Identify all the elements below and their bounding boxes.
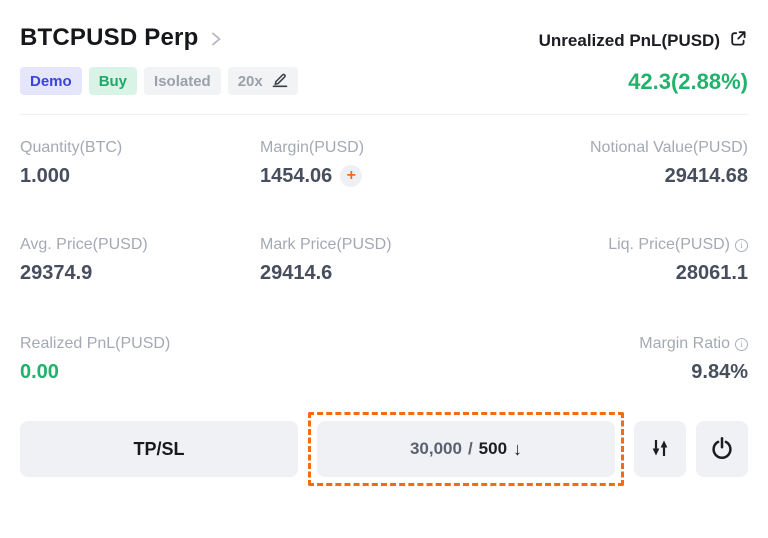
margin-value: 1454.06 — [260, 165, 333, 187]
realized-pnl-cell: Realized PnL(PUSD) 0.00 — [20, 334, 260, 385]
symbol-link[interactable]: BTCPUSD Perp — [20, 24, 298, 52]
tpsl-button[interactable]: TP/SL — [20, 421, 298, 477]
mark-price-label: Mark Price(PUSD) — [260, 236, 392, 253]
empty-cell — [260, 334, 639, 385]
header-left: BTCPUSD Perp Demo Buy Isolated 20x — [20, 24, 298, 95]
divider — [20, 114, 748, 115]
avg-price-cell: Avg. Price(PUSD) 29374.9 — [20, 235, 260, 286]
mark-price-value: 29414.6 — [260, 262, 333, 284]
unrealized-pnl-value: 42.3(2.88%) — [628, 69, 748, 94]
chevron-right-icon — [208, 31, 223, 47]
share-export-icon[interactable] — [729, 29, 748, 53]
margin-label: Margin(PUSD) — [260, 139, 365, 156]
badge-row: Demo Buy Isolated 20x — [20, 67, 298, 95]
mark-price-cell: Mark Price(PUSD) 29414.6 — [260, 235, 608, 286]
pnl-label-row: Unrealized PnL(PUSD) — [539, 29, 748, 53]
demo-badge: Demo — [20, 67, 82, 95]
side-badge: Buy — [88, 67, 138, 95]
liq-price-label-row: Liq. Price(PUSD) i — [608, 235, 748, 255]
highlight-annotation-box: 30,000 / 500 ↓ — [308, 412, 624, 486]
margin-value-row: 1454.06 + — [260, 163, 590, 189]
liq-price-value: 28061.1 — [675, 262, 748, 284]
margin-ratio-value: 9.84% — [691, 361, 748, 383]
notional-value: 29414.68 — [664, 165, 748, 187]
swap-arrows-icon — [648, 436, 672, 463]
reverse-position-button[interactable] — [634, 421, 686, 477]
unrealized-pnl-label: Unrealized PnL(PUSD) — [538, 31, 720, 50]
power-icon — [709, 435, 735, 464]
leverage-value: 20x — [237, 72, 263, 90]
quantity-value: 1.000 — [20, 165, 71, 187]
liq-price-cell: Liq. Price(PUSD) i 28061.1 — [608, 235, 748, 286]
realized-pnl-label: Realized PnL(PUSD) — [20, 335, 171, 352]
symbol-title: BTCPUSD Perp — [20, 24, 199, 51]
notional-cell: Notional Value(PUSD) 29414.68 — [590, 138, 748, 189]
leverage-badge[interactable]: 20x — [227, 67, 298, 95]
stats-row-3: Realized PnL(PUSD) 0.00 Margin Ratio i 9… — [20, 334, 748, 385]
close-price: 30,000 — [409, 439, 462, 458]
add-margin-icon[interactable]: + — [340, 165, 363, 187]
margin-ratio-cell: Margin Ratio i 9.84% — [639, 334, 748, 385]
action-bar: TP/SL 30,000 / 500 ↓ — [20, 412, 748, 486]
realized-pnl-value: 0.00 — [20, 361, 59, 383]
close-size: 500 — [478, 439, 508, 458]
avg-price-label: Avg. Price(PUSD) — [20, 236, 148, 253]
notional-label: Notional Value(PUSD) — [590, 139, 748, 156]
edit-icon — [270, 71, 288, 92]
stats-row-2: Avg. Price(PUSD) 29374.9 Mark Price(PUSD… — [20, 235, 748, 286]
stats-grid: Quantity(BTC) 1.000 Margin(PUSD) 1454.06… — [20, 138, 748, 385]
margin-ratio-label: Margin Ratio — [639, 335, 730, 352]
avg-price-value: 29374.9 — [20, 262, 93, 284]
limit-close-button[interactable]: 30,000 / 500 ↓ — [317, 421, 615, 477]
quantity-cell: Quantity(BTC) 1.000 — [20, 138, 260, 189]
position-header: BTCPUSD Perp Demo Buy Isolated 20x Unr — [20, 24, 748, 95]
margin-mode-badge: Isolated — [144, 67, 221, 95]
liq-price-label: Liq. Price(PUSD) — [608, 236, 730, 253]
close-position-button[interactable] — [696, 421, 748, 477]
info-icon[interactable]: i — [735, 238, 748, 252]
quantity-label: Quantity(BTC) — [20, 139, 123, 156]
close-separator: / — [467, 439, 473, 458]
arrow-down-icon: ↓ — [513, 438, 523, 459]
margin-cell: Margin(PUSD) 1454.06 + — [260, 138, 590, 189]
info-icon[interactable]: i — [735, 337, 748, 351]
margin-ratio-label-row: Margin Ratio i — [639, 334, 748, 354]
header-right: Unrealized PnL(PUSD) 42.3(2.88%) — [539, 24, 748, 95]
stats-row-1: Quantity(BTC) 1.000 Margin(PUSD) 1454.06… — [20, 138, 748, 189]
